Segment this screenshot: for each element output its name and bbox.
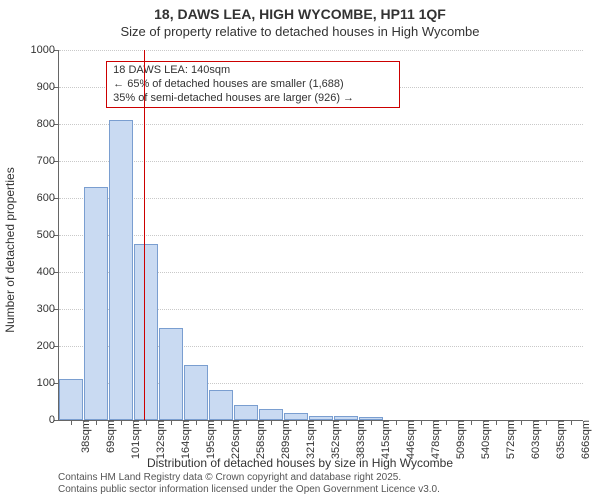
x-tick-mark (471, 420, 472, 425)
y-tick-label: 500 (37, 229, 59, 241)
x-tick-mark (396, 420, 397, 425)
title-line1: 18, DAWS LEA, HIGH WYCOMBE, HP11 1QF (0, 6, 600, 24)
chart-container: 18, DAWS LEA, HIGH WYCOMBE, HP11 1QF Siz… (0, 0, 600, 500)
x-tick-mark (146, 420, 147, 425)
y-tick-label: 100 (37, 377, 59, 389)
histogram-bar (259, 409, 283, 420)
footer-line1: Contains HM Land Registry data © Crown c… (58, 472, 440, 484)
histogram-bar (109, 120, 133, 420)
x-tick-label: 226sqm (226, 420, 242, 459)
x-tick-mark (371, 420, 372, 425)
reference-line (144, 50, 145, 420)
y-tick-label: 800 (37, 118, 59, 130)
grid-line (59, 50, 583, 51)
footer-attribution: Contains HM Land Registry data © Crown c… (58, 472, 440, 496)
histogram-bar (84, 187, 108, 420)
y-tick-label: 1000 (31, 44, 59, 56)
y-tick-label: 900 (37, 81, 59, 93)
histogram-bar (184, 365, 208, 421)
x-tick-label: 132sqm (151, 420, 167, 459)
x-tick-label: 603sqm (526, 420, 542, 459)
x-tick-mark (96, 420, 97, 425)
x-tick-mark (346, 420, 347, 425)
x-tick-label: 195sqm (201, 420, 217, 459)
x-tick-label: 321sqm (301, 420, 317, 459)
x-tick-label: 289sqm (276, 420, 292, 459)
footer-line2: Contains public sector information licen… (58, 484, 440, 496)
y-tick-label: 700 (37, 155, 59, 167)
x-tick-mark (421, 420, 422, 425)
x-tick-label: 509sqm (451, 420, 467, 459)
x-tick-mark (321, 420, 322, 425)
histogram-bar (134, 244, 158, 420)
y-tick-label: 400 (37, 266, 59, 278)
x-tick-mark (571, 420, 572, 425)
annotation-line1: ← 65% of detached houses are smaller (1,… (113, 78, 392, 92)
x-tick-mark (196, 420, 197, 425)
y-tick-label: 0 (49, 414, 59, 426)
grid-line (59, 161, 583, 162)
x-tick-mark (446, 420, 447, 425)
histogram-bar (234, 405, 258, 420)
grid-line (59, 198, 583, 199)
x-tick-mark (521, 420, 522, 425)
plot-area: 0100200300400500600700800900100038sqm69s… (58, 50, 583, 421)
y-tick-label: 200 (37, 340, 59, 352)
y-tick-label: 300 (37, 303, 59, 315)
title-block: 18, DAWS LEA, HIGH WYCOMBE, HP11 1QF Siz… (0, 0, 600, 40)
annotation-box: 18 DAWS LEA: 140sqm ← 65% of detached ho… (106, 61, 399, 108)
x-tick-label: 540sqm (476, 420, 492, 459)
x-tick-label: 258sqm (251, 420, 267, 459)
x-tick-label: 69sqm (101, 420, 117, 453)
histogram-bar (284, 413, 308, 420)
histogram-bar (59, 379, 83, 420)
x-tick-label: 446sqm (401, 420, 417, 459)
x-tick-label: 478sqm (426, 420, 442, 459)
x-tick-label: 352sqm (326, 420, 342, 459)
x-tick-mark (496, 420, 497, 425)
x-tick-label: 415sqm (376, 420, 392, 459)
x-axis-label: Distribution of detached houses by size … (147, 456, 453, 470)
annotation-line2: 35% of semi-detached houses are larger (… (113, 92, 392, 106)
x-tick-mark (121, 420, 122, 425)
x-tick-label: 666sqm (576, 420, 592, 459)
grid-line (59, 235, 583, 236)
x-tick-mark (246, 420, 247, 425)
x-tick-label: 635sqm (551, 420, 567, 459)
x-tick-mark (71, 420, 72, 425)
x-tick-label: 38sqm (76, 420, 92, 453)
x-tick-label: 572sqm (501, 420, 517, 459)
y-axis-label: Number of detached properties (3, 167, 17, 332)
x-tick-mark (171, 420, 172, 425)
x-tick-mark (271, 420, 272, 425)
title-line2: Size of property relative to detached ho… (0, 24, 600, 40)
x-tick-label: 383sqm (351, 420, 367, 459)
x-tick-mark (296, 420, 297, 425)
x-tick-label: 164sqm (176, 420, 192, 459)
x-tick-mark (221, 420, 222, 425)
x-tick-label: 101sqm (126, 420, 142, 459)
histogram-bar (209, 390, 233, 420)
histogram-bar (159, 328, 183, 421)
grid-line (59, 124, 583, 125)
x-tick-mark (546, 420, 547, 425)
annotation-title: 18 DAWS LEA: 140sqm (113, 64, 392, 78)
y-tick-label: 600 (37, 192, 59, 204)
